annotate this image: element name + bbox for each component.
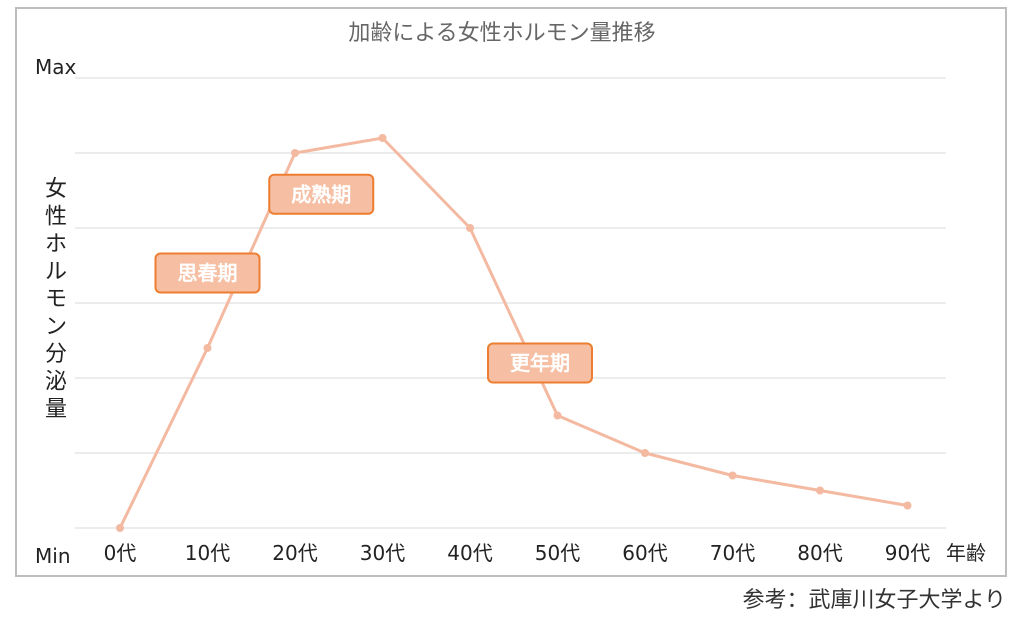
data-point [816, 486, 824, 495]
data-point [728, 471, 737, 480]
y-axis-label-char: 性 [45, 205, 67, 230]
gridlines [75, 77, 946, 529]
x-tick-label: 10代 [185, 541, 230, 565]
x-tick-label: 50代 [535, 541, 580, 565]
y-axis-label-char: 女 [45, 177, 67, 202]
x-axis-label: 年齢 [946, 541, 986, 565]
annotation-label: 成熟期 [291, 182, 351, 206]
data-point [903, 501, 912, 510]
x-tick-label: 70代 [710, 541, 755, 565]
chart-title: 加齢による女性ホルモン量推移 [348, 21, 655, 46]
annotation-label: 更年期 [510, 351, 570, 375]
x-tick-label: 20代 [272, 541, 317, 565]
x-tick-label: 80代 [797, 541, 842, 565]
x-tick-label: 30代 [360, 541, 405, 565]
x-tick-label: 90代 [885, 541, 930, 565]
y-axis-label-char: モ [45, 287, 67, 312]
y-axis-label-char: ホ [45, 232, 67, 257]
data-point [466, 224, 474, 232]
series-layer [116, 134, 912, 532]
y-axis-label-char: 泌 [45, 370, 67, 395]
x-tick-label: 60代 [622, 541, 667, 565]
y-min-label: Min [35, 544, 71, 568]
data-point [641, 449, 649, 457]
y-axis-label-char: ル [45, 260, 67, 285]
x-tick-label: 0代 [104, 541, 137, 565]
data-point [378, 134, 387, 142]
y-max-label: Max [35, 55, 77, 79]
annotation-box: 成熟期 [268, 173, 375, 215]
annotation-label: 思春期 [178, 261, 238, 285]
data-point [291, 149, 299, 157]
data-point [116, 524, 124, 532]
source-note: 参考：武庫川女子大学より [742, 588, 1006, 613]
series-line [118, 136, 908, 529]
y-axis-label-char: 分 [45, 342, 67, 367]
x-tick-labels: 0代 10代 20代 30代 40代 50代 60代 70代 80代 90代 [104, 541, 931, 565]
chart-frame [15, 7, 1007, 577]
data-point [203, 344, 212, 352]
y-axis-label-char: ン [45, 315, 67, 340]
annotation-box: 思春期 [154, 252, 261, 294]
y-axis-label-char: 量 [45, 397, 67, 422]
x-tick-label: 40代 [447, 541, 492, 565]
annotation-box: 更年期 [487, 342, 593, 384]
data-point [553, 411, 562, 420]
